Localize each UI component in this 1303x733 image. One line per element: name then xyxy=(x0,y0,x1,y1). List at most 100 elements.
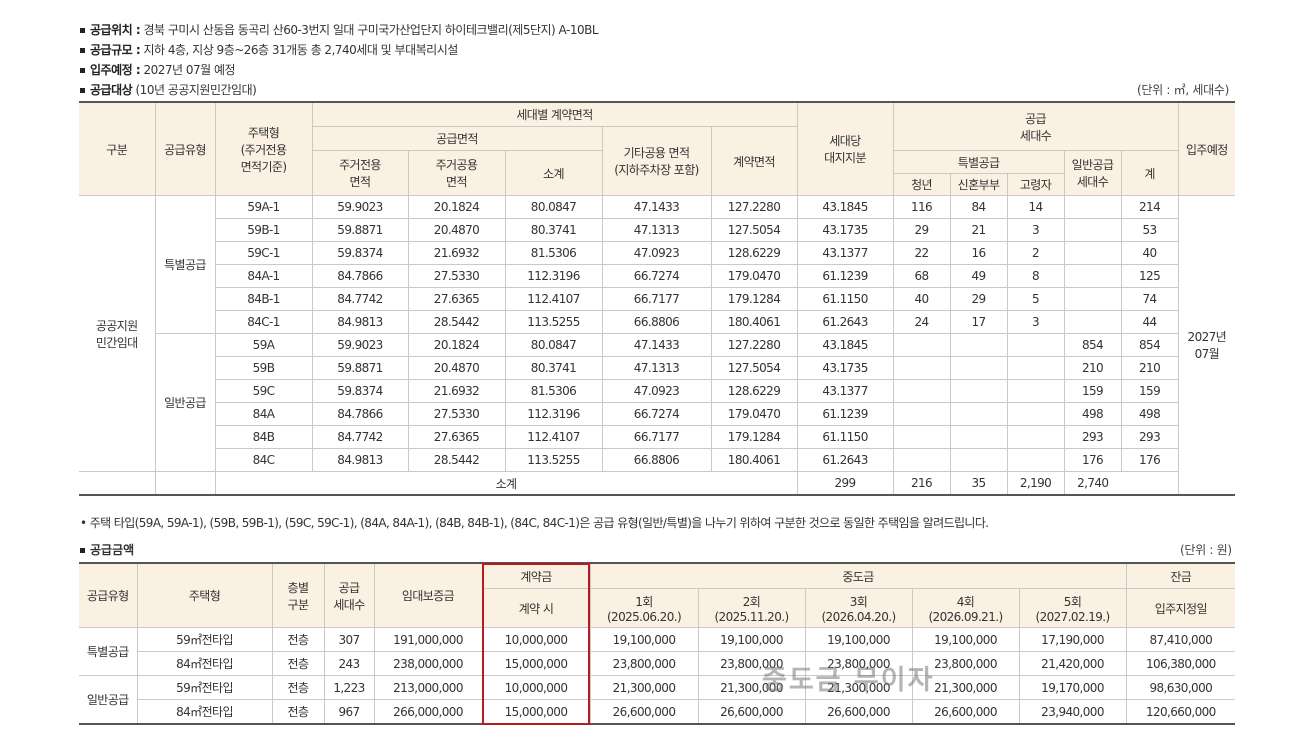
area-cell: 66.7274 xyxy=(601,402,712,426)
area-cell: 20.4870 xyxy=(407,218,506,242)
area-cell: 210 xyxy=(1120,356,1179,380)
price-cell: 238,000,000 xyxy=(373,651,483,676)
h2-m1: 1회 (2025.06.20.) xyxy=(589,588,699,628)
area-cell: 47.1313 xyxy=(601,218,712,242)
area-row: 84C 84.9813 28.5442 113.5255 66.8806 180.4061… xyxy=(79,448,1235,472)
h-supply-type: 공급유형 xyxy=(154,101,216,196)
watermark: 중도금 무이자 xyxy=(762,665,935,696)
section-title-price: 공급금액 xyxy=(80,541,134,558)
h2-contract-when: 계약 시 xyxy=(482,588,591,628)
price-cell: 26,600,000 xyxy=(911,699,1020,725)
area-cell: 40 xyxy=(1120,241,1179,265)
price-cell: 307 xyxy=(323,627,375,652)
area-cell: 214 xyxy=(1120,195,1179,219)
subtotal-cell: 216 xyxy=(892,471,951,496)
area-cell: 29 xyxy=(949,287,1008,311)
price-cell: 243 xyxy=(323,651,375,676)
h2-m2: 2회 (2025.11.20.) xyxy=(697,588,806,628)
area-cell: 27.6365 xyxy=(407,425,506,449)
area-table: 구분 공급유형 주택형 (주거전용 면적기준) 세대별 계약면적 세대당 대지지… xyxy=(79,101,1236,496)
area-cell: 159 xyxy=(1063,379,1122,403)
h-common: 주거공용 면적 xyxy=(407,150,506,196)
area-cell: 47.0923 xyxy=(601,241,712,265)
h-category: 구분 xyxy=(79,101,156,196)
h-contract: 계약면적 xyxy=(710,126,798,196)
area-cell: 59.8374 xyxy=(311,379,409,403)
area-cell: 80.0847 xyxy=(504,333,603,357)
area-cell: 61.1150 xyxy=(796,425,894,449)
area-cell xyxy=(949,402,1008,426)
area-row: 59B 59.8871 20.4870 80.3741 47.1313 127.5054 4… xyxy=(79,356,1235,380)
area-cell: 28.5442 xyxy=(407,448,506,472)
area-cell: 84C-1 xyxy=(215,310,313,334)
area-cell: 128.6229 xyxy=(710,379,798,403)
price-cell: 26,600,000 xyxy=(804,699,913,725)
price-cell: 전층 xyxy=(271,651,325,676)
area-row: 일반공급 59A 59.9023 20.1824 80.0847 47.1433 127.2… xyxy=(79,333,1235,472)
price-row: 84㎡전타입 전층 967 266,000,000 15,000,000 26,600,0… xyxy=(79,699,1236,725)
area-cell: 29 xyxy=(892,218,951,242)
area-cell xyxy=(1006,356,1065,380)
area-cell: 81.5306 xyxy=(504,241,603,265)
area-cell: 59B xyxy=(215,356,313,380)
area-cell: 49 xyxy=(949,264,1008,288)
price-cell: 21,300,000 xyxy=(697,675,806,700)
scale-row: 공급규모 : 지하 4층, 지상 9층~26층 31개동 총 2,740세대 및… xyxy=(80,40,598,60)
price-cell: 23,800,000 xyxy=(804,651,913,676)
area-cell: 20.4870 xyxy=(407,356,506,380)
area-cell: 8 xyxy=(1006,264,1065,288)
price-cell: 19,170,000 xyxy=(1018,675,1127,700)
area-cell: 66.8806 xyxy=(601,310,712,334)
area-cell: 21.6932 xyxy=(407,241,506,265)
price-cell: 98,630,000 xyxy=(1125,675,1236,700)
area-cell: 59.8871 xyxy=(311,356,409,380)
h-special: 특별공급 xyxy=(892,150,1065,174)
target-row: 공급대상 (10년 공공지원민간임대) xyxy=(80,80,598,100)
area-cell: 61.2643 xyxy=(796,448,894,472)
h2-contract-money: 계약금 xyxy=(481,562,591,589)
movein-row: 입주예정 : 2027년 07월 예정 xyxy=(80,60,598,80)
subtotal-cell: 2,190 xyxy=(1006,471,1065,496)
area-cell: 66.7274 xyxy=(601,264,712,288)
h2-deposit: 임대보증금 xyxy=(373,562,483,628)
price-cell: 19,100,000 xyxy=(697,627,806,652)
area-cell xyxy=(1006,425,1065,449)
price-cell: 21,300,000 xyxy=(589,675,699,700)
price-cell: 19,100,000 xyxy=(804,627,913,652)
area-cell: 59C-1 xyxy=(215,241,313,265)
area-cell: 80.3741 xyxy=(504,218,603,242)
area-cell: 21.6932 xyxy=(407,379,506,403)
price-cell: 120,660,000 xyxy=(1125,699,1236,725)
price-cell: 59㎡전타입 xyxy=(136,675,273,700)
price-cell: 23,800,000 xyxy=(697,651,806,676)
area-cell: 159 xyxy=(1120,379,1179,403)
area-cell xyxy=(1063,218,1122,242)
area-cell: 27.5330 xyxy=(407,402,506,426)
area-cell: 112.3196 xyxy=(504,264,603,288)
price-cell: 26,600,000 xyxy=(589,699,699,725)
area-cell: 21 xyxy=(949,218,1008,242)
area-row: 59B-1 59.8871 20.4870 80.3741 47.1313 127.505… xyxy=(79,218,1235,242)
price-cell: 23,800,000 xyxy=(589,651,699,676)
area-cell: 61.1150 xyxy=(796,287,894,311)
area-cell xyxy=(892,356,951,380)
area-cell: 61.2643 xyxy=(796,310,894,334)
area-cell: 61.1239 xyxy=(796,402,894,426)
h2-balance: 잔금 xyxy=(1125,562,1236,589)
area-cell: 112.3196 xyxy=(504,402,603,426)
area-cell xyxy=(1063,195,1122,219)
price-cell: 17,190,000 xyxy=(1018,627,1127,652)
area-cell: 43.1845 xyxy=(796,195,894,219)
area-cell xyxy=(892,333,951,357)
area-cell: 293 xyxy=(1120,425,1179,449)
area-cell: 59B-1 xyxy=(215,218,313,242)
area-cell: 125 xyxy=(1120,264,1179,288)
area-cell: 22 xyxy=(892,241,951,265)
area-cell: 179.0470 xyxy=(710,264,798,288)
area-cell xyxy=(949,379,1008,403)
price-cell: 213,000,000 xyxy=(373,675,483,700)
h-movein: 입주예정 xyxy=(1177,101,1236,196)
price-cell: 15,000,000 xyxy=(481,651,591,676)
area-cell: 84A xyxy=(215,402,313,426)
h-contract-area: 세대별 계약면적 xyxy=(311,101,798,127)
